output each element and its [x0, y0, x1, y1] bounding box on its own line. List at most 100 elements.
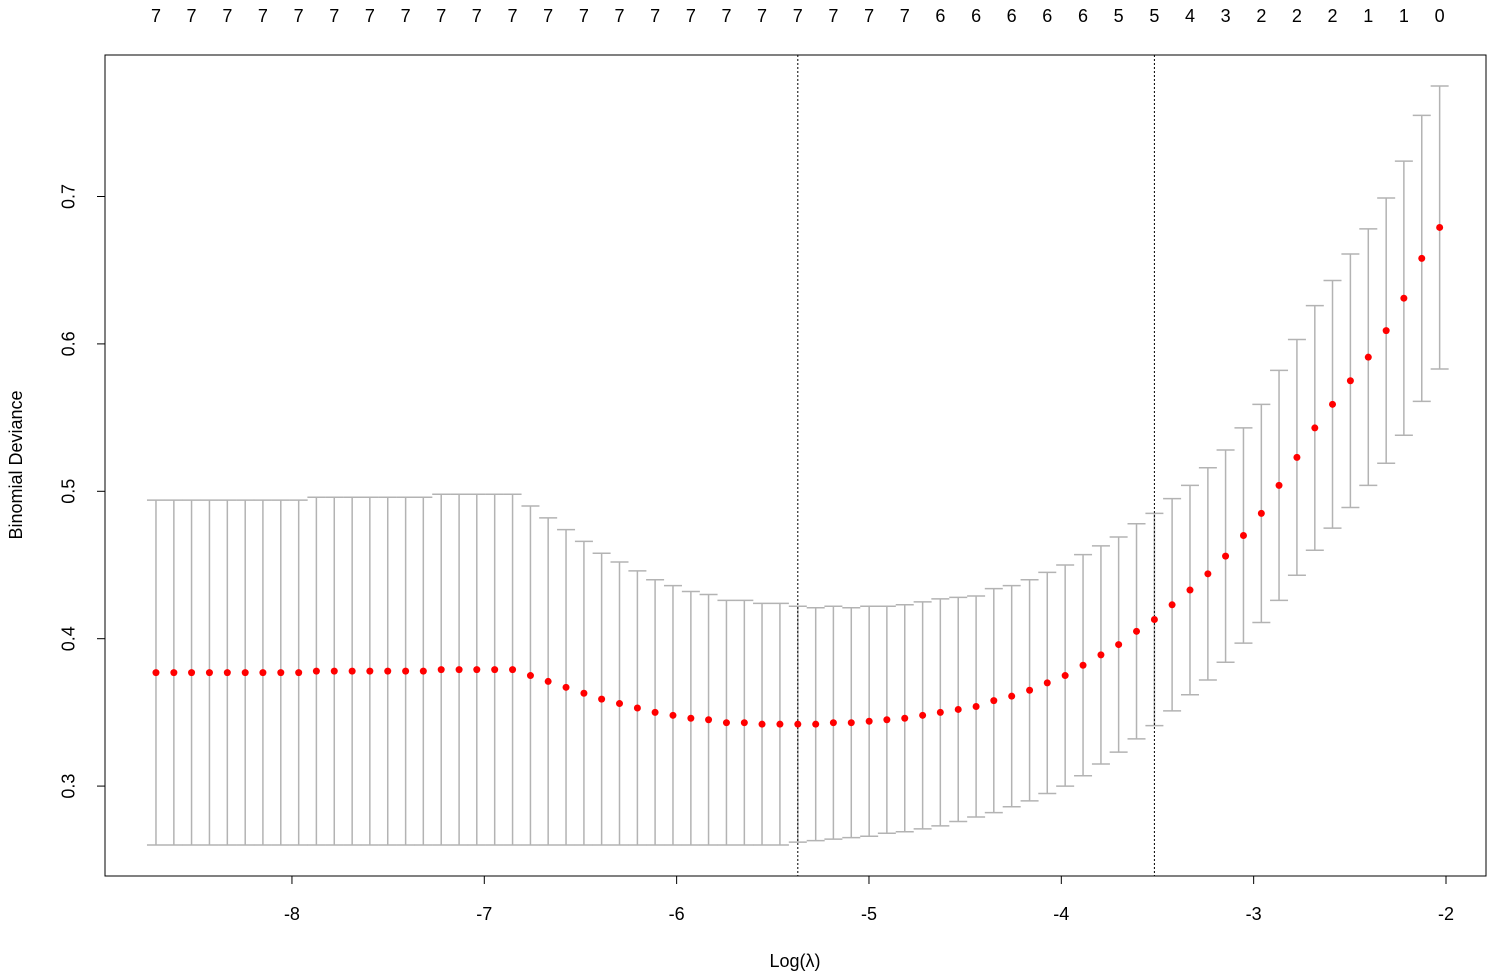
point	[972, 702, 980, 710]
point	[205, 669, 213, 677]
point	[883, 716, 891, 724]
point	[1239, 532, 1247, 540]
top-tick-label: 7	[721, 6, 731, 26]
top-tick-label: 6	[1007, 6, 1017, 26]
point	[990, 697, 998, 705]
point	[152, 669, 160, 677]
x-tick-label: -7	[476, 904, 492, 924]
point	[776, 720, 784, 728]
top-tick-label: 7	[543, 6, 553, 26]
top-tick-label: 1	[1399, 6, 1409, 26]
x-tick-label: -3	[1246, 904, 1262, 924]
point	[1311, 424, 1319, 432]
x-tick-label: -4	[1053, 904, 1069, 924]
point	[437, 666, 445, 674]
point	[865, 717, 873, 725]
point	[812, 720, 820, 728]
top-tick-label: 7	[187, 6, 197, 26]
top-tick-label: 1	[1363, 6, 1373, 26]
point	[954, 705, 962, 713]
top-tick-label: 7	[828, 6, 838, 26]
top-tick-label: 7	[615, 6, 625, 26]
point	[1293, 453, 1301, 461]
point	[330, 667, 338, 675]
point	[669, 711, 677, 719]
point	[1186, 586, 1194, 594]
top-tick-label: 2	[1256, 6, 1266, 26]
top-tick-label: 6	[971, 6, 981, 26]
plot-box	[104, 54, 1487, 877]
x-tick-label: -8	[284, 904, 300, 924]
point	[722, 719, 730, 727]
y-axis-label: Binomial Deviance	[6, 390, 26, 539]
x-axis-label: Log(λ)	[769, 951, 820, 971]
top-tick-label: 6	[1078, 6, 1088, 26]
top-tick-label: 7	[793, 6, 803, 26]
point	[455, 666, 463, 674]
top-tick-label: 4	[1185, 6, 1195, 26]
point	[1026, 686, 1034, 694]
top-tick-label: 7	[757, 6, 767, 26]
point	[651, 708, 659, 716]
point	[705, 716, 713, 724]
top-tick-label: 7	[650, 6, 660, 26]
top-tick-label: 7	[222, 6, 232, 26]
point	[1097, 651, 1105, 659]
top-tick-label: 7	[151, 6, 161, 26]
point	[616, 700, 624, 708]
point	[829, 719, 837, 727]
top-tick-label: 7	[472, 6, 482, 26]
point	[312, 667, 320, 675]
point	[170, 669, 178, 677]
point	[562, 683, 570, 691]
top-tick-label: 7	[329, 6, 339, 26]
point	[473, 666, 481, 674]
point	[544, 677, 552, 685]
point	[1204, 570, 1212, 578]
top-tick-label: 6	[935, 6, 945, 26]
point	[1364, 353, 1372, 361]
top-tick-label: 7	[508, 6, 518, 26]
top-tick-label: 7	[864, 6, 874, 26]
top-tick-label: 7	[900, 6, 910, 26]
y-tick-label: 0.4	[59, 626, 79, 651]
point	[740, 719, 748, 727]
point	[687, 714, 695, 722]
point	[1168, 601, 1176, 609]
top-tick-label: 7	[294, 6, 304, 26]
point	[1400, 294, 1408, 302]
point	[526, 672, 534, 680]
point	[1346, 377, 1354, 385]
point	[1222, 552, 1230, 560]
point	[491, 666, 499, 674]
top-tick-label: 6	[1042, 6, 1052, 26]
top-tick-label: 7	[401, 6, 411, 26]
point	[598, 695, 606, 703]
point	[794, 720, 802, 728]
top-tick-label: 7	[686, 6, 696, 26]
x-tick-label: -2	[1438, 904, 1454, 924]
point	[277, 669, 285, 677]
point	[1079, 661, 1087, 669]
point	[1061, 672, 1069, 680]
point	[1257, 509, 1265, 517]
x-tick-label: -6	[669, 904, 685, 924]
y-tick-label: 0.6	[59, 331, 79, 356]
point	[758, 720, 766, 728]
top-tick-label: 0	[1435, 6, 1445, 26]
point	[259, 669, 267, 677]
point	[1275, 481, 1283, 489]
point	[901, 714, 909, 722]
y-tick-label: 0.3	[59, 774, 79, 799]
top-tick-label: 7	[365, 6, 375, 26]
point	[1382, 327, 1390, 335]
point	[1329, 400, 1337, 408]
point	[241, 669, 249, 677]
point	[509, 666, 517, 674]
point	[1115, 641, 1123, 649]
top-tick-label: 3	[1221, 6, 1231, 26]
point	[402, 667, 410, 675]
point	[1043, 679, 1051, 687]
point	[1008, 692, 1016, 700]
